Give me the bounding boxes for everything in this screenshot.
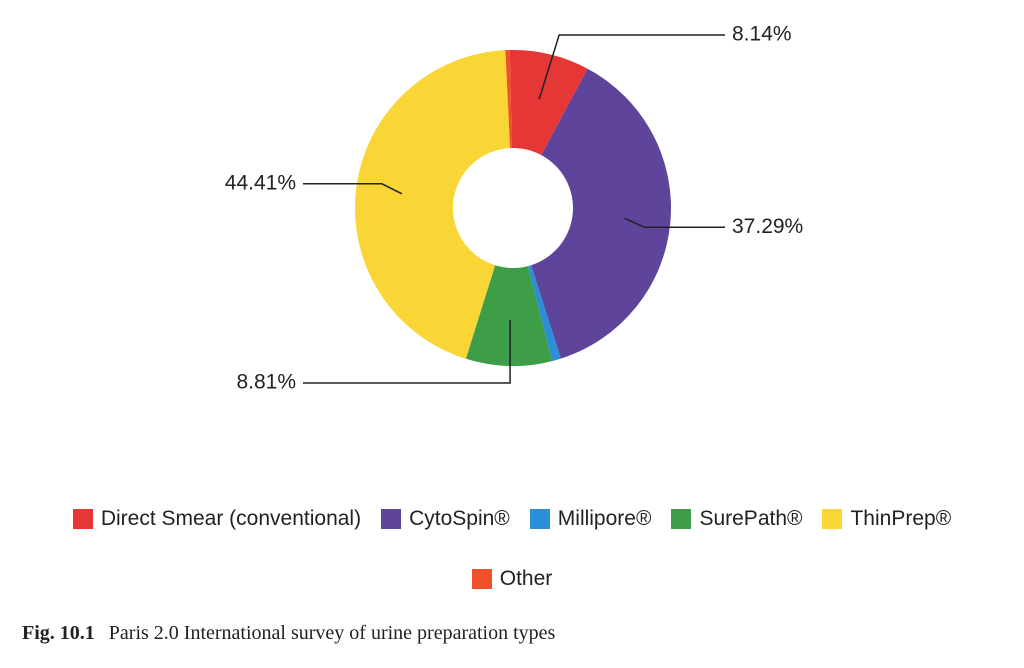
slice bbox=[465, 265, 553, 366]
legend-item: ThinPrep® bbox=[822, 498, 951, 540]
legend-label: CytoSpin® bbox=[409, 507, 510, 530]
slice bbox=[527, 265, 561, 362]
caption: Fig. 10.1 Paris 2.0 International survey … bbox=[22, 622, 555, 645]
data-label: 8.14% bbox=[732, 23, 792, 46]
legend-item: Millipore® bbox=[529, 498, 652, 540]
legend-label: ThinPrep® bbox=[850, 507, 952, 530]
legend-label: SurePath® bbox=[699, 507, 803, 530]
legend-swatch bbox=[381, 509, 402, 529]
legend-swatch bbox=[822, 509, 843, 529]
legend-label: Millipore® bbox=[557, 507, 652, 530]
slice bbox=[355, 50, 511, 359]
slice bbox=[505, 50, 512, 149]
chart: 8.14% 37.29% 8.81% 44.41% bbox=[225, 23, 803, 394]
legend-item: SurePath® bbox=[671, 498, 802, 540]
legend-swatch bbox=[671, 509, 692, 529]
data-label: 44.41% bbox=[225, 171, 296, 194]
leader-line bbox=[303, 319, 511, 384]
legend-label: Other bbox=[499, 567, 553, 590]
legend-item: Other bbox=[10, 558, 1014, 600]
slice bbox=[509, 49, 588, 156]
data-label: 8.81% bbox=[236, 371, 296, 394]
caption-label: Fig. 10.1 bbox=[22, 622, 95, 644]
leader-line bbox=[538, 34, 725, 100]
legend-item: CytoSpin® bbox=[381, 498, 510, 540]
leader-line bbox=[303, 183, 403, 195]
slice bbox=[531, 68, 672, 359]
legend-swatch bbox=[72, 509, 93, 529]
legend-item: Direct Smear (conventional) bbox=[72, 498, 362, 540]
legend: Direct Smear (conventional) CytoSpin® Mill… bbox=[0, 498, 1024, 600]
leader-line bbox=[624, 217, 725, 229]
caption-text: Paris 2.0 International survey of urine … bbox=[108, 622, 556, 644]
legend-label: Direct Smear (conventional) bbox=[100, 507, 362, 530]
data-label: 37.29% bbox=[732, 215, 803, 238]
legend-swatch bbox=[529, 509, 550, 529]
legend-swatch bbox=[471, 569, 492, 589]
